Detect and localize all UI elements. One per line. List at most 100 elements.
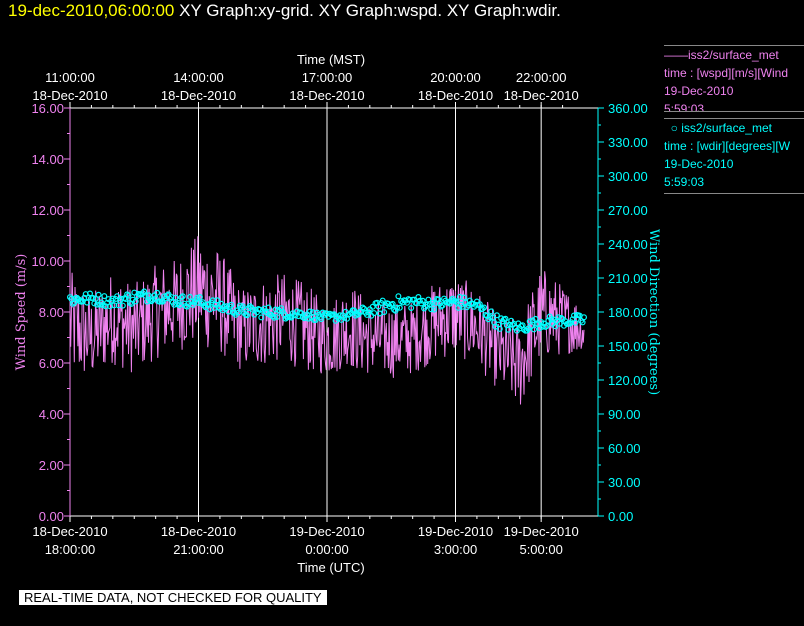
legend-wspd-desc: time : [wspd][m/s][Wind	[664, 66, 789, 80]
left-tick-label: 12.00	[31, 203, 64, 218]
wind-direction-marker	[411, 296, 418, 303]
legend-wdir-time: 5:59:03	[664, 175, 705, 189]
wind-direction-marker	[359, 304, 366, 311]
bottom-tick-label-date: 19-Dec-2010	[504, 524, 579, 539]
wind-direction-marker	[215, 304, 222, 311]
wind-direction-marker	[119, 302, 126, 309]
wind-direction-marker	[429, 299, 436, 306]
wind-direction-marker	[394, 304, 401, 311]
wind-direction-marker	[505, 326, 512, 333]
legend-wspd-time: 5:59:03	[664, 102, 705, 112]
right-tick-label: 270.00	[608, 203, 648, 218]
right-tick-label: 120.00	[608, 373, 648, 388]
left-tick-label: 2.00	[39, 458, 64, 473]
wind-direction-marker	[572, 319, 579, 326]
legend-wspd[interactable]: ——iss2/surface_met time : [wspd][m/s][Wi…	[664, 45, 804, 112]
wind-direction-marker	[431, 306, 438, 313]
right-tick-label: 60.00	[608, 441, 641, 456]
wind-direction-marker	[369, 303, 376, 310]
top-tick-label-date: 18-Dec-2010	[32, 88, 107, 103]
wind-direction-marker	[351, 307, 358, 314]
wind-direction-marker	[276, 308, 283, 315]
wind-direction-marker	[278, 305, 285, 312]
right-tick-label: 210.00	[608, 271, 648, 286]
wind-direction-marker	[530, 326, 537, 333]
legend-wdir-desc: time : [wdir][degrees][W	[664, 139, 791, 153]
bottom-tick-label-date: 19-Dec-2010	[418, 524, 493, 539]
wind-direction-marker	[238, 304, 245, 311]
title-bar: 19-dec-2010,06:00:00 XY Graph:xy-grid. X…	[8, 1, 561, 21]
top-tick-label-date: 18-Dec-2010	[161, 88, 236, 103]
wind-direction-marker	[371, 310, 378, 317]
wind-direction-marker	[92, 295, 99, 302]
wind-direction-marker	[306, 308, 313, 315]
wind-direction-marker	[74, 294, 81, 301]
wind-direction-marker	[381, 309, 388, 316]
top-tick-label-time: 11:00:00	[45, 70, 95, 85]
quality-note: REAL-TIME DATA, NOT CHECKED FOR QUALITY	[19, 590, 327, 605]
bottom-tick-label-date: 18-Dec-2010	[32, 524, 107, 539]
title-date: 19-dec-2010,06:00:00	[8, 1, 175, 20]
wind-direction-marker	[532, 315, 539, 322]
wind-direction-marker	[172, 294, 179, 301]
left-tick-label: 14.00	[31, 152, 64, 167]
wind-direction-marker	[265, 304, 272, 311]
legend-wdir-date: 19-Dec-2010	[664, 157, 734, 171]
wind-direction-marker	[125, 292, 132, 299]
wind-direction-marker	[246, 303, 253, 310]
legend-wspd-name: iss2/surface_met	[688, 48, 779, 62]
wind-direction-marker	[235, 309, 242, 316]
wind-direction-marker	[312, 317, 319, 324]
wind-direction-marker	[496, 325, 503, 332]
left-tick-label: 8.00	[39, 305, 64, 320]
top-tick-label-date: 18-Dec-2010	[289, 88, 364, 103]
wind-direction-marker	[529, 317, 536, 324]
title-graph-xy-grid: XY Graph:xy-grid.	[179, 1, 314, 20]
wind-direction-marker	[196, 294, 203, 301]
wind-direction-marker	[178, 294, 185, 301]
wind-direction-marker	[476, 301, 483, 308]
legend-wspd-date: 19-Dec-2010	[664, 84, 734, 98]
wind-direction-marker	[335, 315, 342, 322]
left-tick-label: 16.00	[31, 101, 64, 116]
bottom-tick-label-time: 5:00:00	[519, 542, 562, 557]
wind-direction-marker	[101, 293, 108, 300]
wind-direction-marker	[426, 301, 433, 308]
right-tick-label: 360.00	[608, 101, 648, 116]
wind-direction-marker	[109, 295, 116, 302]
bottom-tick-label-date: 19-Dec-2010	[289, 524, 364, 539]
wind-direction-marker	[536, 325, 543, 332]
wind-direction-marker	[274, 314, 281, 321]
wind-direction-marker	[132, 298, 139, 305]
bottom-axis-title: Time (UTC)	[297, 560, 364, 575]
top-tick-label-time: 20:00:00	[430, 70, 481, 85]
wind-direction-marker	[174, 301, 181, 308]
wind-direction-marker	[493, 312, 500, 319]
top-tick-label-time: 14:00:00	[173, 70, 224, 85]
wind-direction-marker	[502, 315, 509, 322]
wind-direction-marker	[375, 303, 382, 310]
wind-direction-marker	[579, 319, 586, 326]
right-tick-label: 300.00	[608, 169, 648, 184]
wind-direction-marker	[428, 306, 435, 313]
wind-direction-marker	[89, 294, 96, 301]
wind-direction-marker	[258, 314, 265, 321]
wind-direction-marker	[488, 308, 495, 315]
wind-direction-marker	[439, 302, 446, 309]
bottom-tick-label-time: 0:00:00	[305, 542, 348, 557]
legend-wdir-name: iss2/surface_met	[681, 121, 772, 135]
wind-direction-marker	[392, 307, 399, 314]
right-tick-label: 30.00	[608, 475, 641, 490]
wind-direction-marker	[483, 312, 490, 319]
wind-direction-marker	[114, 293, 121, 300]
wind-direction-series	[66, 288, 587, 334]
wind-direction-marker	[318, 316, 325, 323]
wind-direction-marker	[446, 300, 453, 307]
legend-wdir[interactable]: ○ iss2/surface_met time : [wdir][degrees…	[664, 118, 804, 194]
wind-direction-marker	[580, 314, 587, 321]
wind-direction-marker	[365, 309, 372, 316]
wind-direction-marker	[228, 301, 235, 308]
right-tick-label: 0.00	[608, 509, 633, 524]
bottom-tick-label-time: 18:00:00	[45, 542, 96, 557]
wind-direction-marker	[271, 314, 278, 321]
